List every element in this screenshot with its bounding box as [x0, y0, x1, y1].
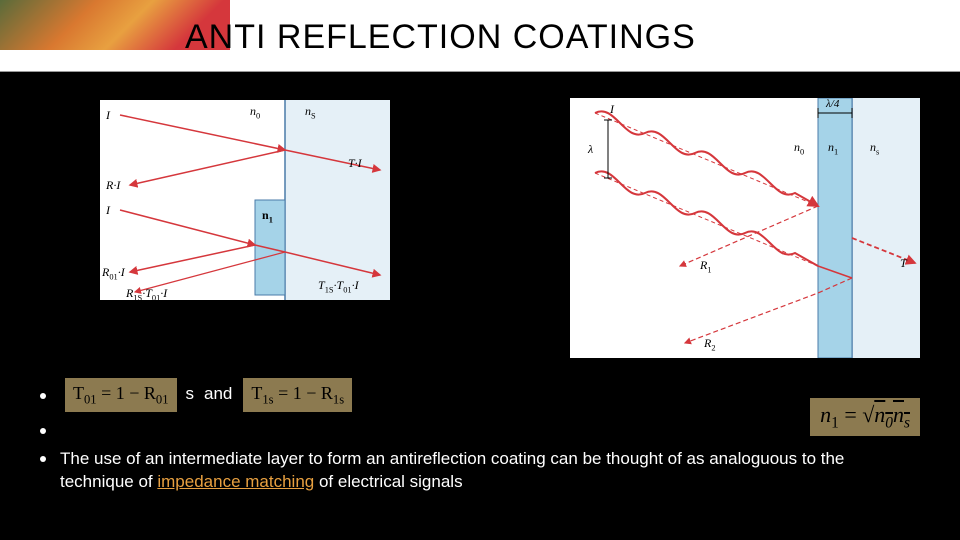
- label-n0: n0: [250, 104, 260, 120]
- connector-and: and: [204, 383, 232, 406]
- equation-T01: T01 = 1 − R01: [65, 378, 177, 412]
- impedance-matching-link[interactable]: impedance matching: [157, 472, 314, 491]
- label-n0-r: n0: [794, 140, 804, 156]
- equation-T1s: T1s = 1 − R1s: [243, 378, 352, 412]
- bullet-2: [40, 426, 920, 434]
- label-R1sT01I: R1S·T01·I: [126, 286, 167, 302]
- connector-s: s: [186, 383, 195, 406]
- bullet-dot-icon: [40, 456, 46, 462]
- label-T: T: [900, 256, 907, 271]
- label-TI: T·I: [348, 156, 362, 171]
- slide-title: ANTI REFLECTION COATINGS: [185, 18, 696, 57]
- bullet-dot-icon: [40, 428, 46, 434]
- label-T1sT01I: T1S·T01·I: [318, 278, 359, 294]
- equation-n1: n1 = √n0ns: [810, 398, 920, 436]
- bullet-dot-icon: [40, 393, 46, 399]
- label-lambda4: λ/4: [826, 98, 839, 110]
- diagram-right: I λ/4 λ n0 n1 ns R1 R2 T: [570, 98, 920, 358]
- label-R01I: R01·I: [102, 265, 125, 281]
- bullet-3: The use of an intermediate layer to form…: [40, 448, 920, 494]
- label-I-top: I: [106, 108, 110, 123]
- diagram-left: I n0 nS T·I R·I I n1 R01·I R1S·T01·I T1S…: [100, 100, 390, 300]
- bullet-3-text: The use of an intermediate layer to form…: [60, 448, 920, 494]
- label-R1: R1: [700, 258, 712, 274]
- bullet-3-suffix: of electrical signals: [314, 472, 462, 491]
- label-n1-box: n1: [262, 208, 273, 224]
- label-I-right: I: [610, 102, 614, 117]
- label-n1-r: n1: [828, 140, 838, 156]
- diagram-left-svg: [100, 100, 390, 300]
- label-lambda: λ: [588, 142, 593, 157]
- bullet-list: T01 = 1 − R01 s and T1s = 1 − R1s The us…: [40, 378, 920, 507]
- label-ns: nS: [305, 104, 316, 120]
- label-R2: R2: [704, 336, 716, 352]
- label-I-mid: I: [106, 203, 110, 218]
- label-ns-r: ns: [870, 140, 879, 156]
- label-RI: R·I: [106, 178, 120, 193]
- diagram-right-svg: [570, 98, 920, 358]
- bullet-1: T01 = 1 − R01 s and T1s = 1 − R1s: [40, 378, 920, 412]
